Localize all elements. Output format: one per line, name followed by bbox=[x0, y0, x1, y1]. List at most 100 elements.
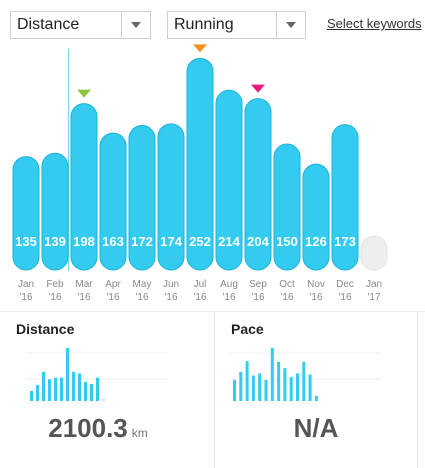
x-tick-month: Jun bbox=[163, 279, 179, 290]
bar-value-label: 204 bbox=[247, 234, 269, 249]
selection-marker-line bbox=[68, 49, 69, 271]
spark-bar bbox=[302, 361, 306, 401]
bar-marker-icon bbox=[193, 44, 207, 53]
bar-jan-0[interactable] bbox=[12, 156, 40, 271]
bar-value-label: 214 bbox=[218, 234, 240, 249]
select-keywords-link[interactable]: Select keywords bbox=[327, 16, 422, 31]
bar-jul-6[interactable] bbox=[186, 57, 214, 271]
monthly-distance-chart: 135 Jan '16 139 Feb '16 198 Mar '16 163 Apr '16 172 M… bbox=[12, 44, 388, 303]
bar-value-label: 173 bbox=[334, 234, 356, 249]
x-tick-year: '16 bbox=[48, 292, 61, 303]
spark-bar bbox=[283, 368, 287, 401]
pace-title: Pace bbox=[231, 321, 264, 337]
distance-unit: km bbox=[131, 426, 148, 440]
x-tick-year: '16 bbox=[164, 292, 177, 303]
spark-bar bbox=[42, 371, 45, 401]
bar-sep-8[interactable] bbox=[244, 98, 272, 271]
spark-bar bbox=[270, 348, 274, 401]
metric-select[interactable]: Distance bbox=[10, 11, 151, 39]
spark-bar bbox=[308, 374, 312, 401]
bar-marker-icon bbox=[251, 84, 265, 93]
x-tick-year: '16 bbox=[280, 292, 293, 303]
chevron-down-icon[interactable] bbox=[121, 12, 150, 38]
pace-sparkline bbox=[229, 348, 382, 401]
spark-bar bbox=[96, 377, 99, 401]
bar-mar-2[interactable] bbox=[70, 103, 98, 271]
bar-feb-1[interactable] bbox=[41, 152, 69, 271]
bar-value-label: 198 bbox=[73, 234, 95, 249]
pace-value: N/A bbox=[293, 413, 339, 443]
spark-bar bbox=[60, 377, 63, 401]
x-tick-year: '16 bbox=[193, 292, 206, 303]
spark-bar bbox=[239, 371, 243, 401]
x-tick-month: Oct bbox=[279, 279, 295, 290]
spark-bar bbox=[54, 377, 57, 401]
bar-value-label: 126 bbox=[305, 234, 327, 249]
bar-value-label: 150 bbox=[276, 234, 298, 249]
spark-bar bbox=[78, 373, 81, 401]
distance-stat-panel[interactable]: Distance 2100.3 km bbox=[0, 311, 196, 468]
pace-stat-panel[interactable]: Pace N/A bbox=[214, 311, 418, 468]
bar-may-4[interactable] bbox=[128, 125, 156, 271]
divider bbox=[0, 311, 425, 312]
x-tick-month: Jul bbox=[194, 279, 207, 290]
spark-bar bbox=[48, 379, 51, 401]
spark-bar bbox=[36, 385, 39, 401]
spark-bar bbox=[30, 390, 33, 401]
bar-aug-7[interactable] bbox=[215, 89, 243, 271]
x-tick-month: Aug bbox=[220, 279, 238, 290]
bar-value-label: 174 bbox=[160, 234, 182, 249]
spark-bar bbox=[251, 375, 255, 401]
x-tick-month: Dec bbox=[336, 279, 354, 290]
pace-total: N/A bbox=[215, 413, 417, 444]
x-tick-year: '16 bbox=[135, 292, 148, 303]
activity-select[interactable]: Running bbox=[167, 11, 306, 39]
bar-value-label: 139 bbox=[44, 234, 66, 249]
bar-apr-3[interactable] bbox=[99, 132, 127, 271]
bar-value-label: 252 bbox=[189, 234, 211, 249]
distance-total: 2100.3 km bbox=[0, 413, 196, 444]
spark-bar bbox=[258, 373, 262, 401]
x-tick-year: '16 bbox=[19, 292, 32, 303]
x-tick-month: Jan bbox=[18, 279, 34, 290]
bar-value-label: 163 bbox=[102, 234, 124, 249]
x-tick-year: '17 bbox=[367, 292, 380, 303]
distance-sparkline bbox=[26, 348, 168, 401]
spark-bar bbox=[66, 348, 69, 401]
spark-bar bbox=[90, 384, 93, 401]
x-tick-month: Jan bbox=[366, 279, 382, 290]
x-tick-month: Apr bbox=[105, 279, 121, 290]
spark-bar bbox=[314, 395, 318, 401]
x-tick-month: May bbox=[133, 279, 152, 290]
x-tick-month: Mar bbox=[75, 279, 93, 290]
spark-bar bbox=[72, 371, 75, 401]
spark-bar bbox=[102, 398, 105, 401]
bar-marker-icon bbox=[77, 89, 91, 98]
x-tick-year: '16 bbox=[338, 292, 351, 303]
bar-jun-5[interactable] bbox=[157, 123, 185, 271]
spark-bar bbox=[296, 373, 299, 401]
spark-bar bbox=[277, 361, 281, 401]
bar-value-label: 135 bbox=[15, 234, 37, 249]
bar-oct-9[interactable] bbox=[273, 143, 301, 271]
bar-nov-10[interactable] bbox=[302, 163, 330, 271]
spark-bar bbox=[84, 381, 87, 401]
x-tick-month: Feb bbox=[46, 279, 64, 290]
distance-value: 2100.3 bbox=[48, 413, 128, 443]
spark-bar bbox=[264, 379, 268, 401]
spark-bar bbox=[245, 361, 249, 401]
chevron-down-icon[interactable] bbox=[276, 12, 305, 38]
x-tick-year: '16 bbox=[77, 292, 90, 303]
x-tick-year: '16 bbox=[309, 292, 322, 303]
distance-title: Distance bbox=[16, 321, 75, 337]
bar-dec-11[interactable] bbox=[331, 124, 359, 271]
bar-jan-12[interactable] bbox=[360, 235, 388, 271]
spark-bar bbox=[289, 377, 293, 401]
spark-bar bbox=[233, 379, 236, 401]
x-tick-month: Nov bbox=[307, 279, 325, 290]
x-tick-year: '16 bbox=[251, 292, 264, 303]
x-tick-year: '16 bbox=[106, 292, 119, 303]
metric-select-value: Distance bbox=[17, 16, 80, 33]
x-tick-month: Sep bbox=[249, 279, 267, 290]
x-tick-year: '16 bbox=[222, 292, 235, 303]
